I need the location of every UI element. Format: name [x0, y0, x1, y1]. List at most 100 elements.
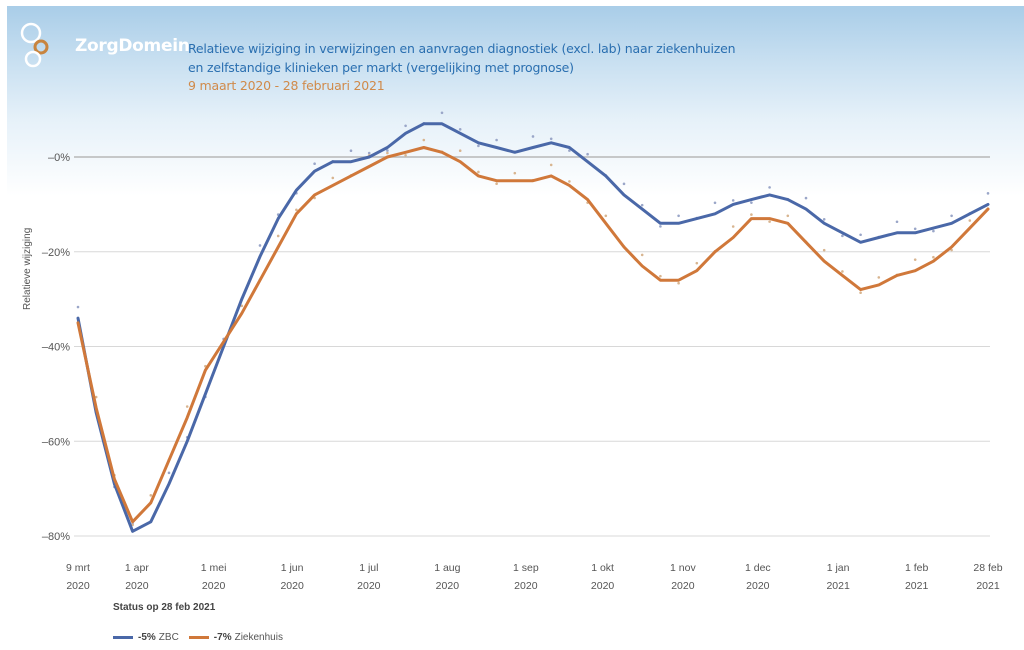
data-dot-zbc	[386, 149, 389, 152]
data-dot-ziekenhuis	[386, 151, 389, 155]
chart-subtitle: 9 maart 2020 - 28 februari 2021	[188, 78, 385, 93]
data-dot-ziekenhuis	[477, 170, 480, 174]
data-dot-ziekenhuis	[185, 405, 189, 408]
data-dot-zbc	[895, 220, 899, 224]
x-tick-label: 1 dec	[745, 562, 771, 574]
x-tick-year-label: 2021	[976, 580, 1000, 592]
data-dot-zbc	[713, 201, 717, 205]
x-tick-label: 1 mei	[201, 562, 227, 574]
data-dot-zbc	[913, 227, 917, 231]
x-tick-year-label: 2021	[826, 580, 850, 592]
x-tick-year-label: 2020	[125, 580, 149, 592]
x-tick-label: 1 jun	[281, 562, 304, 574]
data-dot-zbc	[950, 214, 953, 218]
data-dot-zbc	[804, 196, 808, 200]
x-tick-year-label: 2020	[514, 580, 538, 592]
x-tick-year-label: 2020	[591, 580, 615, 592]
y-tick-label: –40%	[42, 342, 70, 354]
data-dot-ziekenhuis	[568, 180, 571, 183]
data-dot-ziekenhuis	[240, 304, 244, 308]
x-tick-year-label: 2020	[202, 580, 226, 592]
chart-title-line-2: en zelfstandige klinieken per markt (ver…	[188, 60, 574, 75]
data-dot-zbc	[313, 162, 316, 165]
data-dot-zbc	[404, 124, 407, 128]
x-tick-year-label: 2020	[357, 580, 381, 592]
x-tick-label: 28 feb	[973, 562, 1002, 574]
data-dot-ziekenhuis	[149, 494, 153, 497]
data-dot-ziekenhuis	[677, 281, 680, 285]
data-dot-ziekenhuis	[968, 219, 972, 222]
data-dot-zbc	[822, 218, 826, 221]
legend-name-ziekenhuis: Ziekenhuis	[234, 632, 283, 643]
legend-value-ziekenhuis: -7%	[213, 632, 232, 643]
data-dot-ziekenhuis	[276, 234, 280, 238]
zorgdomein-logo: ZorgDomein	[20, 22, 190, 72]
series-line-zbc	[76, 122, 990, 533]
data-dot-ziekenhuis	[549, 163, 553, 167]
data-dot-zbc	[349, 149, 353, 152]
data-dot-zbc	[477, 144, 480, 148]
x-tick-label: 9 mrt	[66, 562, 90, 574]
legend-name-zbc: ZBC	[158, 632, 179, 643]
y-tick-label: –20%	[42, 247, 70, 259]
data-dot-zbc	[677, 214, 680, 218]
logo-circles-icon	[20, 22, 49, 68]
data-dot-zbc	[167, 471, 171, 475]
data-dot-ziekenhuis	[404, 154, 407, 157]
data-dot-ziekenhuis	[422, 138, 426, 142]
data-dot-zbc	[622, 182, 626, 186]
data-dot-zbc	[986, 192, 990, 195]
x-tick-year-label: 2021	[905, 580, 929, 592]
data-dot-ziekenhuis	[750, 213, 753, 216]
x-axis-ticks: 9 mrt 2020 1 apr 2020 1 mei 2020 1 jun 2020 1 ju…	[66, 562, 1003, 592]
grid-lines	[74, 156, 990, 537]
y-tick-label: –0%	[48, 152, 70, 164]
data-dot-ziekenhuis	[604, 214, 608, 218]
data-dot-ziekenhuis	[295, 208, 298, 212]
data-dot-ziekenhuis	[659, 274, 662, 278]
x-tick-label: 1 feb	[905, 562, 929, 574]
legend-swatch-zbc	[113, 636, 133, 639]
y-tick-label: –60%	[42, 436, 70, 448]
header-background	[7, 6, 1024, 196]
data-dot-ziekenhuis	[640, 253, 644, 257]
x-tick-label: 1 sep	[513, 562, 539, 574]
x-tick-year-label: 2020	[671, 580, 695, 592]
x-tick-year-label: 2020	[66, 580, 90, 592]
data-dot-zbc	[495, 138, 498, 142]
x-tick-year-label: 2020	[280, 580, 304, 592]
status-label: Status op 28 feb 2021	[113, 602, 216, 613]
data-dot-ziekenhuis	[94, 395, 98, 399]
legend-item-ziekenhuis[interactable]: -7% Ziekenhuis	[188, 632, 283, 643]
data-dot-zbc	[640, 203, 644, 207]
y-tick-label: –80%	[42, 531, 70, 543]
data-dot-zbc	[731, 199, 735, 202]
x-tick-label: 1 jan	[827, 562, 850, 574]
data-dot-ziekenhuis	[768, 220, 771, 223]
chart-title: Relatieve wijziging in verwijzingen en a…	[188, 39, 736, 77]
data-dot-zbc	[932, 229, 935, 233]
data-dot-zbc	[367, 151, 371, 155]
data-dot-zbc	[586, 152, 589, 156]
data-dot-zbc	[859, 233, 862, 237]
data-dot-ziekenhuis	[331, 176, 335, 180]
legend-value-zbc: -5%	[138, 632, 156, 643]
series-lines	[76, 122, 990, 533]
data-dot-zbc	[458, 128, 462, 131]
data-dot-zbc	[440, 111, 444, 115]
raw-data-dots	[76, 111, 990, 527]
chart-title-line-1: Relatieve wijziging in verwijzingen en a…	[188, 41, 736, 56]
x-tick-year-label: 2020	[436, 580, 460, 592]
x-tick-label: 1 aug	[434, 562, 460, 574]
data-dot-ziekenhuis	[731, 225, 735, 228]
data-dot-ziekenhuis	[841, 270, 844, 273]
data-dot-ziekenhuis	[822, 248, 826, 252]
data-dot-zbc	[768, 186, 771, 189]
data-dot-ziekenhuis	[859, 291, 862, 294]
x-tick-label: 1 nov	[670, 562, 696, 574]
legend-item-zbc[interactable]: -5% ZBC	[113, 632, 179, 643]
data-dot-zbc	[258, 244, 262, 247]
series-line-ziekenhuis	[76, 146, 990, 524]
data-dot-ziekenhuis	[786, 214, 790, 218]
